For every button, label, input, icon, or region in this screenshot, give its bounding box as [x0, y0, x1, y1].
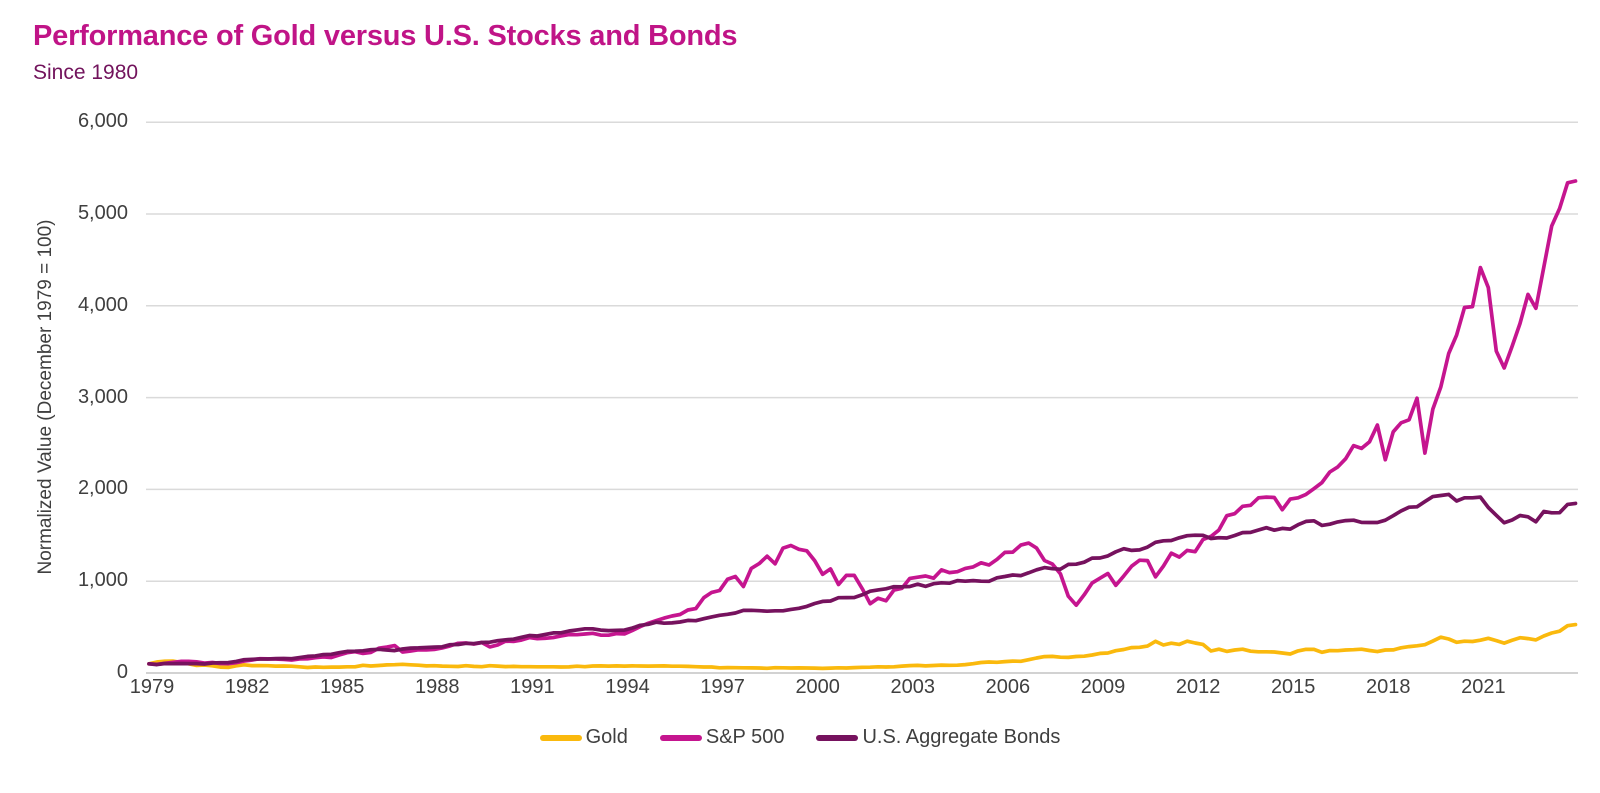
chart-subtitle: Since 1980 — [33, 61, 139, 84]
legend-label: S&P 500 — [705, 726, 785, 748]
x-tick-label: 2018 — [1366, 676, 1411, 698]
chart-title: Performance of Gold versus U.S. Stocks a… — [33, 20, 738, 52]
y-tick-label: 4,000 — [77, 293, 128, 316]
legend-swatch — [816, 734, 859, 741]
legend-label: U.S. Aggregate Bonds — [862, 726, 1061, 748]
x-tick-label: 1979 — [129, 676, 175, 698]
legend-item-u-s-aggregate-bonds: U.S. Aggregate Bonds — [816, 726, 1060, 749]
x-tick-label: 1994 — [605, 676, 650, 698]
x-tick-label: 2012 — [1175, 676, 1221, 698]
x-tick-label: 2021 — [1461, 676, 1506, 698]
x-tick-label: 2003 — [890, 676, 936, 698]
x-tick-label: 2006 — [985, 676, 1031, 698]
y-tick-label: 6,000 — [77, 110, 128, 133]
legend-label: Gold — [585, 726, 628, 748]
x-tick-label: 2009 — [1080, 676, 1126, 698]
y-tick-label: 3,000 — [77, 385, 128, 408]
legend-item-s-p-500: S&P 500 — [659, 726, 785, 749]
legend-swatch — [539, 734, 582, 741]
y-tick-label: 0 — [116, 661, 128, 683]
y-tick-label: 5,000 — [77, 202, 128, 224]
y-tick-label: 2,000 — [77, 477, 128, 500]
series-line-gold — [147, 622, 1578, 671]
x-tick-label: 2015 — [1270, 676, 1316, 698]
x-tick-label: 1997 — [700, 676, 745, 698]
x-tick-label: 1985 — [319, 676, 365, 698]
legend: Gold S&P 500 U.S. Aggregate Bonds — [0, 726, 1600, 749]
series-line-s-p-500 — [147, 179, 1578, 667]
legend-item-gold: Gold — [539, 726, 628, 749]
y-tick-label: 1,000 — [77, 569, 128, 592]
x-tick-label: 1991 — [510, 676, 555, 698]
series-line-u-s-aggregate-bonds — [147, 492, 1578, 667]
x-tick-label: 2000 — [795, 676, 840, 698]
x-tick-label: 1982 — [224, 676, 270, 698]
x-tick-label: 1988 — [415, 676, 460, 698]
legend-swatch — [659, 734, 702, 741]
